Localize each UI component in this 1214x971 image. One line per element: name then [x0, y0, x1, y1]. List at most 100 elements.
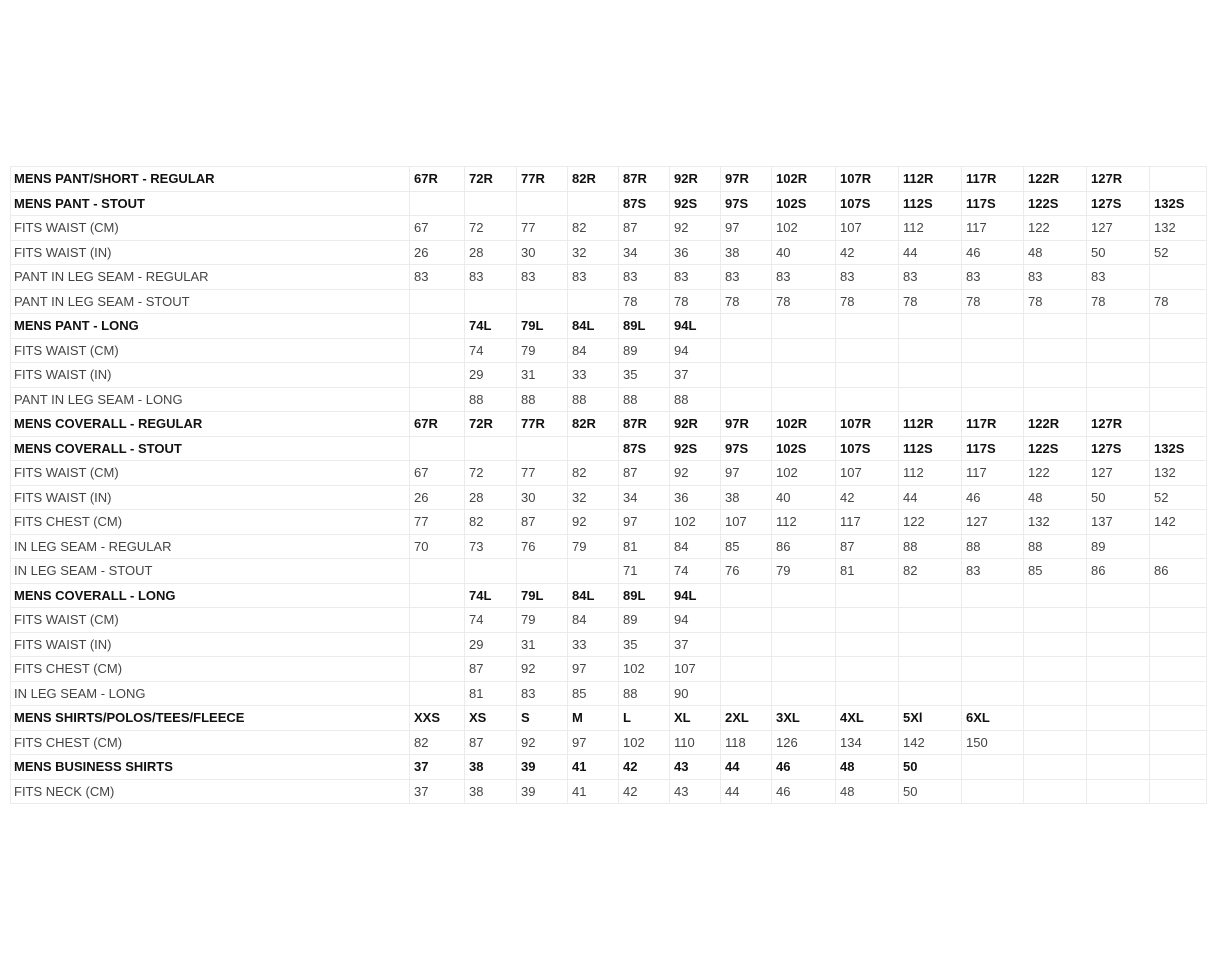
table-cell: 70: [409, 533, 465, 559]
table-cell: [720, 386, 772, 412]
table-cell: 81: [835, 558, 899, 584]
table-cell: L: [618, 705, 670, 731]
table-cell: [409, 288, 465, 314]
table-cell: 50: [1086, 484, 1150, 510]
table-cell: 43: [669, 778, 721, 804]
table-cell: 107: [835, 460, 899, 486]
table-cell: 37: [409, 778, 465, 804]
table-cell: 42: [618, 778, 670, 804]
table-cell: 78: [669, 288, 721, 314]
table-row: PANT IN LEG SEAM - STOUT 78 78 78 78 78 78 78 78…: [10, 288, 1207, 314]
table-cell: 74: [669, 558, 721, 584]
table-cell: 110: [669, 729, 721, 755]
table-cell: 48: [1023, 239, 1087, 265]
table-cell: 26: [409, 239, 465, 265]
table-cell: 79: [516, 607, 568, 633]
table-cell: 117R: [961, 166, 1024, 192]
table-cell: 76: [516, 533, 568, 559]
table-row: PANT IN LEG SEAM - REGULAR 83 83 83 83 83 83 83…: [10, 264, 1207, 290]
table-cell: 86: [1086, 558, 1150, 584]
table-row: FITS CHEST (CM) 82 87 92 97 102 110 118 126 134 14…: [10, 729, 1207, 755]
table-cell: 117S: [961, 435, 1024, 461]
table-header-row: MENS COVERALL - LONG 74L 79L 84L 89L 94L: [10, 582, 1207, 608]
table-row: FITS WAIST (CM) 67 72 77 82 87 92 97 102 107 112 11…: [10, 215, 1207, 241]
table-cell: [1086, 631, 1150, 657]
row-label: FITS WAIST (CM): [10, 337, 410, 363]
table-cell: 78: [898, 288, 962, 314]
table-cell: 37: [669, 631, 721, 657]
table-cell: 102: [771, 460, 836, 486]
table-cell: 32: [567, 239, 619, 265]
table-cell: [1023, 754, 1087, 780]
table-cell: [1149, 313, 1207, 339]
row-label: PANT IN LEG SEAM - LONG: [10, 386, 410, 412]
table-cell: 6XL: [961, 705, 1024, 731]
table-cell: 107R: [835, 411, 899, 437]
table-cell: 88: [516, 386, 568, 412]
table-cell: [1023, 337, 1087, 363]
table-cell: [1086, 386, 1150, 412]
table-cell: 72: [464, 460, 517, 486]
table-cell: 28: [464, 484, 517, 510]
table-cell: 127: [1086, 460, 1150, 486]
table-cell: [409, 386, 465, 412]
row-label: FITS WAIST (IN): [10, 484, 410, 510]
table-cell: [1149, 337, 1207, 363]
table-cell: 102: [771, 215, 836, 241]
table-cell: 127R: [1086, 411, 1150, 437]
table-cell: 83: [567, 264, 619, 290]
table-cell: 78: [1023, 288, 1087, 314]
table-cell: 72: [464, 215, 517, 241]
table-cell: 41: [567, 754, 619, 780]
table-cell: [720, 362, 772, 388]
table-cell: 39: [516, 778, 568, 804]
table-cell: [898, 680, 962, 706]
table-cell: [409, 435, 465, 461]
row-label: MENS PANT - LONG: [10, 313, 410, 339]
table-cell: XL: [669, 705, 721, 731]
table-cell: [567, 288, 619, 314]
table-cell: 36: [669, 484, 721, 510]
table-cell: [1149, 631, 1207, 657]
table-cell: 127R: [1086, 166, 1150, 192]
table-cell: 35: [618, 362, 670, 388]
table-cell: 35: [618, 631, 670, 657]
table-cell: 117: [961, 215, 1024, 241]
table-cell: [898, 362, 962, 388]
table-cell: 97: [720, 460, 772, 486]
table-cell: 83: [618, 264, 670, 290]
table-cell: [464, 288, 517, 314]
table-cell: 97S: [720, 190, 772, 216]
table-cell: 82: [464, 509, 517, 535]
table-cell: 44: [898, 484, 962, 510]
table-cell: 77: [409, 509, 465, 535]
table-cell: XS: [464, 705, 517, 731]
table-cell: [1086, 705, 1150, 731]
table-cell: 85: [1023, 558, 1087, 584]
table-cell: 78: [771, 288, 836, 314]
table-cell: 33: [567, 362, 619, 388]
table-cell: 107: [720, 509, 772, 535]
table-cell: 28: [464, 239, 517, 265]
table-cell: [720, 631, 772, 657]
table-cell: [1086, 680, 1150, 706]
table-cell: 107S: [835, 435, 899, 461]
table-cell: [771, 337, 836, 363]
table-cell: 92R: [669, 411, 721, 437]
table-cell: [1149, 411, 1207, 437]
table-cell: [961, 778, 1024, 804]
row-label: MENS COVERALL - REGULAR: [10, 411, 410, 437]
table-cell: 74: [464, 607, 517, 633]
table-cell: [961, 337, 1024, 363]
table-cell: 88: [618, 680, 670, 706]
table-cell: 39: [516, 754, 568, 780]
table-row: FITS WAIST (IN) 29 31 33 35 37: [10, 631, 1207, 657]
table-cell: 87S: [618, 190, 670, 216]
table-cell: [961, 680, 1024, 706]
table-cell: 112R: [898, 166, 962, 192]
table-cell: S: [516, 705, 568, 731]
table-cell: 4XL: [835, 705, 899, 731]
table-cell: 77: [516, 460, 568, 486]
table-cell: 84L: [567, 313, 619, 339]
table-cell: 127: [961, 509, 1024, 535]
